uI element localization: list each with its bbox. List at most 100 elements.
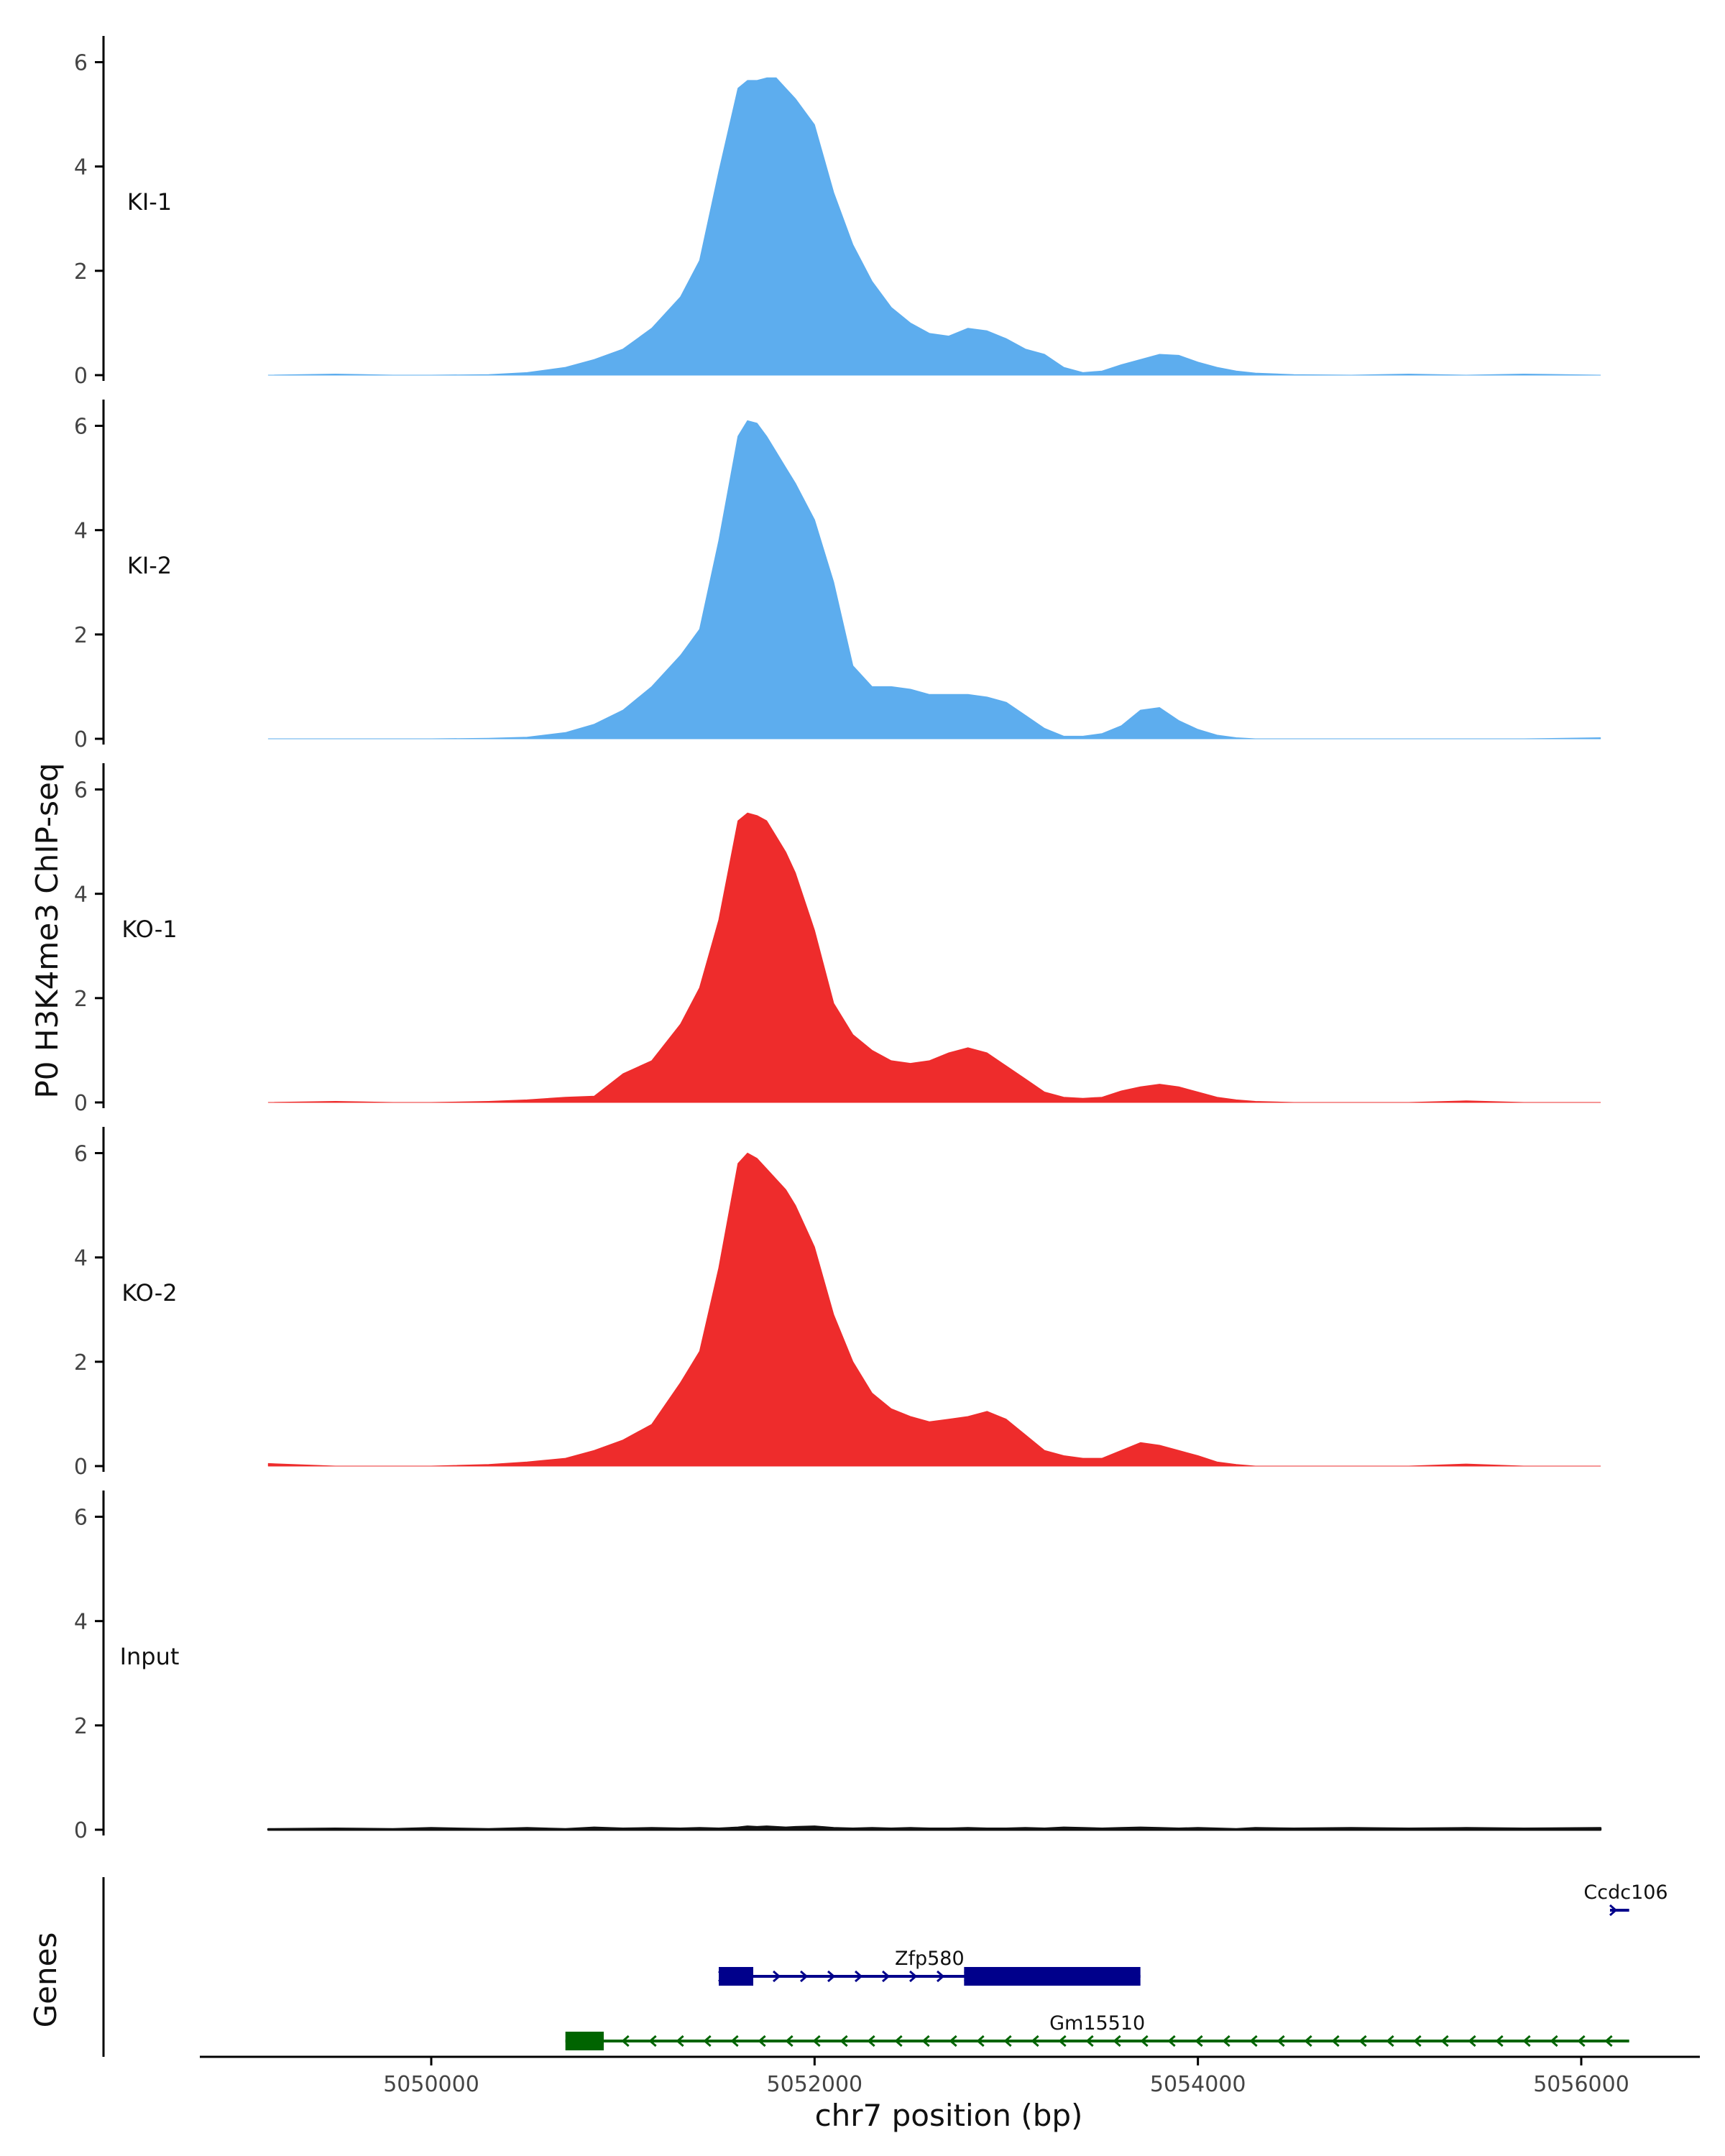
strand-arrow: [785, 2035, 794, 2047]
y-tick-label: 4: [74, 883, 88, 908]
y-tick-label: 6: [74, 1142, 88, 1167]
gene-label-gm15510: Gm15510: [1049, 2012, 1145, 2035]
strand-arrow: [949, 2035, 957, 2047]
strand-arrow: [1468, 2035, 1476, 2047]
strand-arrow: [648, 2035, 657, 2047]
signal-area-ko-2: [267, 1153, 1601, 1467]
y-tick-label: 0: [74, 1818, 88, 1843]
signal-area-input: [267, 1825, 1602, 1831]
track-ko-1: 0 2 4 6 KO-1: [74, 763, 1601, 1116]
track-label-ko-2: KO-2: [121, 1279, 177, 1307]
y-tick-label: 0: [74, 727, 88, 752]
strand-arrow: [1085, 2035, 1094, 2047]
y-tick-label: 4: [74, 1610, 88, 1635]
y-tick-label: 6: [74, 415, 88, 440]
gene-exon: [719, 1967, 753, 1986]
strand-arrow: [921, 2035, 930, 2047]
strand-arrow: [1222, 2035, 1230, 2047]
gene-track: Ccdc106 Zfp580 Gm15510: [102, 1877, 1668, 2057]
gene-label-ccdc106: Ccdc106: [1583, 1881, 1668, 1904]
signal-area-ko-1: [267, 812, 1601, 1103]
y-tick-label: 4: [74, 1246, 88, 1271]
gene-zfp580: Zfp580: [718, 1948, 1141, 1986]
strand-arrow: [976, 2035, 985, 2047]
track-label-input: Input: [120, 1643, 180, 1670]
strand-arrow: [882, 1970, 891, 1983]
strand-arrow: [867, 2035, 875, 2047]
y-tick-label: 2: [74, 1350, 88, 1376]
y-tick-label: 2: [74, 259, 88, 285]
strand-arrow: [1249, 2035, 1258, 2047]
strand-arrow: [1577, 2035, 1586, 2047]
gene-ccdc106: Ccdc106: [1583, 1881, 1668, 1917]
strand-arrow: [1058, 2035, 1067, 2047]
y-axis-title: P0 H3K4me3 ChIP-seq: [29, 763, 65, 1098]
x-tick-label: 5054000: [1150, 2072, 1246, 2097]
strand-arrow: [773, 1970, 781, 1983]
strand-arrow: [621, 2035, 630, 2047]
strand-arrow: [1304, 2035, 1312, 2047]
strand-arrow: [1522, 2035, 1531, 2047]
strand-arrow: [1609, 1904, 1618, 1917]
strand-arrow: [1440, 2035, 1449, 2047]
track-label-ki-2: KI-2: [127, 552, 172, 579]
strand-arrow: [1003, 2035, 1012, 2047]
strand-arrow: [1276, 2035, 1285, 2047]
x-tick-label: 5050000: [383, 2072, 479, 2097]
strand-arrow: [909, 1970, 918, 1983]
y-tick-label: 6: [74, 1506, 88, 1531]
genes-axis-title: Genes: [28, 1932, 63, 2028]
x-tick-label: 5052000: [767, 2072, 863, 2097]
strand-arrow: [1604, 2035, 1613, 2047]
strand-arrow: [1550, 2035, 1558, 2047]
track-input: 0 2 4 6 Input: [74, 1491, 1602, 1843]
strand-arrow: [1195, 2035, 1203, 2047]
y-tick-label: 2: [74, 987, 88, 1012]
strand-arrow: [812, 2035, 821, 2047]
strand-arrow: [1331, 2035, 1340, 2047]
y-tick-label: 2: [74, 623, 88, 648]
y-tick-label: 6: [74, 778, 88, 803]
y-tick-label: 4: [74, 155, 88, 180]
gene-exon: [964, 1967, 1141, 1986]
strand-arrow: [840, 2035, 848, 2047]
signal-area-ki-1: [267, 77, 1601, 376]
strand-arrow: [827, 1970, 836, 1983]
x-axis-title: chr7 position (bp): [815, 2098, 1083, 2133]
y-tick-label: 0: [74, 364, 88, 389]
signal-area-ki-2: [267, 420, 1601, 740]
y-tick-label: 6: [74, 51, 88, 76]
strand-arrow: [937, 1970, 945, 1983]
gene-gm15510: Gm15510: [565, 2012, 1629, 2050]
strand-arrow: [676, 2035, 684, 2047]
track-ki-2: 0 2 4 6 KI-2: [74, 400, 1601, 752]
strand-arrow: [1113, 2035, 1121, 2047]
strand-arrow: [1140, 2035, 1149, 2047]
strand-arrow: [1358, 2035, 1367, 2047]
signal-tracks: 0 2 4 6 KI-1 0 2 4 6 KI-2 0 2 4 6 KO-1 0 2 4 6 KO-2 0 2 4 6 Inpu…: [74, 36, 1602, 1843]
gene-label-zfp580: Zfp580: [895, 1948, 965, 1970]
x-tick-label: 5056000: [1533, 2072, 1629, 2097]
y-tick-label: 4: [74, 519, 88, 544]
strand-arrow: [894, 2035, 903, 2047]
strand-arrow: [703, 2035, 712, 2047]
strand-arrow: [1413, 2035, 1422, 2047]
strand-arrow: [855, 1970, 863, 1983]
strand-arrow: [730, 2035, 739, 2047]
y-tick-label: 0: [74, 1091, 88, 1116]
gene-exon: [565, 2032, 604, 2050]
strand-arrow: [1167, 2035, 1176, 2047]
track-ki-1: 0 2 4 6 KI-1: [74, 36, 1601, 389]
y-tick-label: 0: [74, 1455, 88, 1480]
strand-arrow: [1031, 2035, 1039, 2047]
strand-arrow: [758, 2035, 766, 2047]
track-label-ko-1: KO-1: [121, 916, 177, 943]
track-ko-2: 0 2 4 6 KO-2: [74, 1127, 1601, 1480]
strand-arrow: [1495, 2035, 1504, 2047]
track-label-ki-1: KI-1: [127, 188, 172, 216]
y-tick-label: 2: [74, 1714, 88, 1739]
strand-arrow: [1386, 2035, 1394, 2047]
strand-arrow: [800, 1970, 809, 1983]
x-axis: 5050000 5052000 5054000 5056000: [200, 2055, 1700, 2097]
